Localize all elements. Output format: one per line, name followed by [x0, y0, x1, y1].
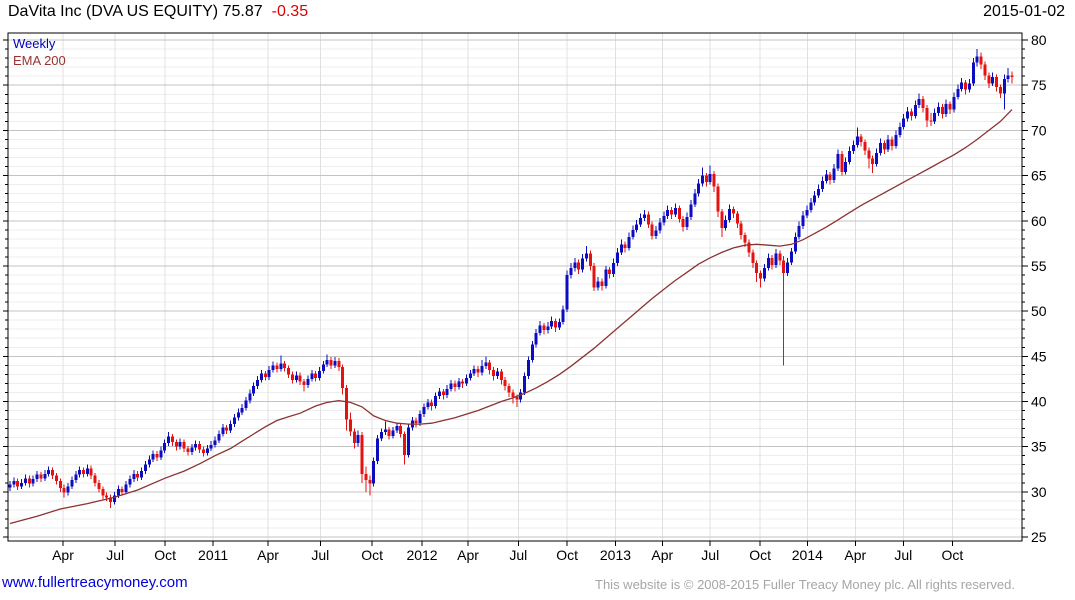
svg-text:35: 35 [1031, 439, 1047, 455]
svg-text:Jul: Jul [701, 547, 719, 563]
legend-weekly: Weekly [13, 36, 56, 51]
svg-text:Apr: Apr [457, 547, 479, 563]
svg-text:2014: 2014 [792, 547, 823, 563]
svg-text:60: 60 [1031, 213, 1047, 229]
svg-text:Apr: Apr [651, 547, 673, 563]
page-title: DaVita Inc (DVA US EQUITY) 75.87 -0.35 [8, 3, 308, 21]
date-label: 2015-01-02 [983, 3, 1065, 20]
grid-lines [8, 33, 1022, 541]
svg-text:Jul: Jul [894, 547, 912, 563]
svg-text:Jul: Jul [106, 547, 124, 563]
svg-text:25: 25 [1031, 529, 1047, 545]
website-link[interactable]: www.fullertreacymoney.com [2, 574, 188, 591]
legend-ema-200: EMA 200 [13, 53, 66, 68]
svg-text:75: 75 [1031, 77, 1047, 93]
copyright-text: This website is © 2008-2015 Fuller Treac… [595, 577, 1015, 592]
svg-text:Oct: Oct [556, 547, 578, 563]
svg-text:40: 40 [1031, 393, 1047, 409]
axes [3, 32, 1028, 546]
svg-text:80: 80 [1031, 32, 1047, 48]
ema-line [9, 109, 1013, 525]
svg-text:Apr: Apr [52, 547, 74, 563]
svg-text:Jul: Jul [311, 547, 329, 563]
svg-text:2011: 2011 [198, 547, 228, 563]
svg-text:45: 45 [1031, 348, 1047, 364]
candlesticks [8, 49, 1014, 509]
instrument-title: DaVita Inc (DVA US EQUITY) 75.87 [8, 3, 263, 20]
axis-labels: 25 30 35 40 45 50 55 60 65 70 75 80 Apr Jul Oct 2011 Apr… [52, 32, 1047, 563]
svg-text:Jul: Jul [509, 547, 527, 563]
svg-text:2012: 2012 [406, 547, 437, 563]
svg-text:50: 50 [1031, 303, 1047, 319]
price-change: -0.35 [271, 3, 309, 20]
svg-text:Oct: Oct [942, 547, 964, 563]
svg-text:70: 70 [1031, 122, 1047, 138]
legend: Weekly EMA 200 [13, 35, 66, 69]
svg-text:Apr: Apr [844, 547, 866, 563]
svg-text:30: 30 [1031, 484, 1047, 500]
svg-text:65: 65 [1031, 168, 1047, 184]
svg-text:Oct: Oct [361, 547, 383, 563]
svg-text:2013: 2013 [600, 547, 631, 563]
svg-text:Apr: Apr [257, 547, 279, 563]
svg-text:Oct: Oct [154, 547, 176, 563]
svg-text:Oct: Oct [749, 547, 771, 563]
svg-text:55: 55 [1031, 258, 1047, 274]
